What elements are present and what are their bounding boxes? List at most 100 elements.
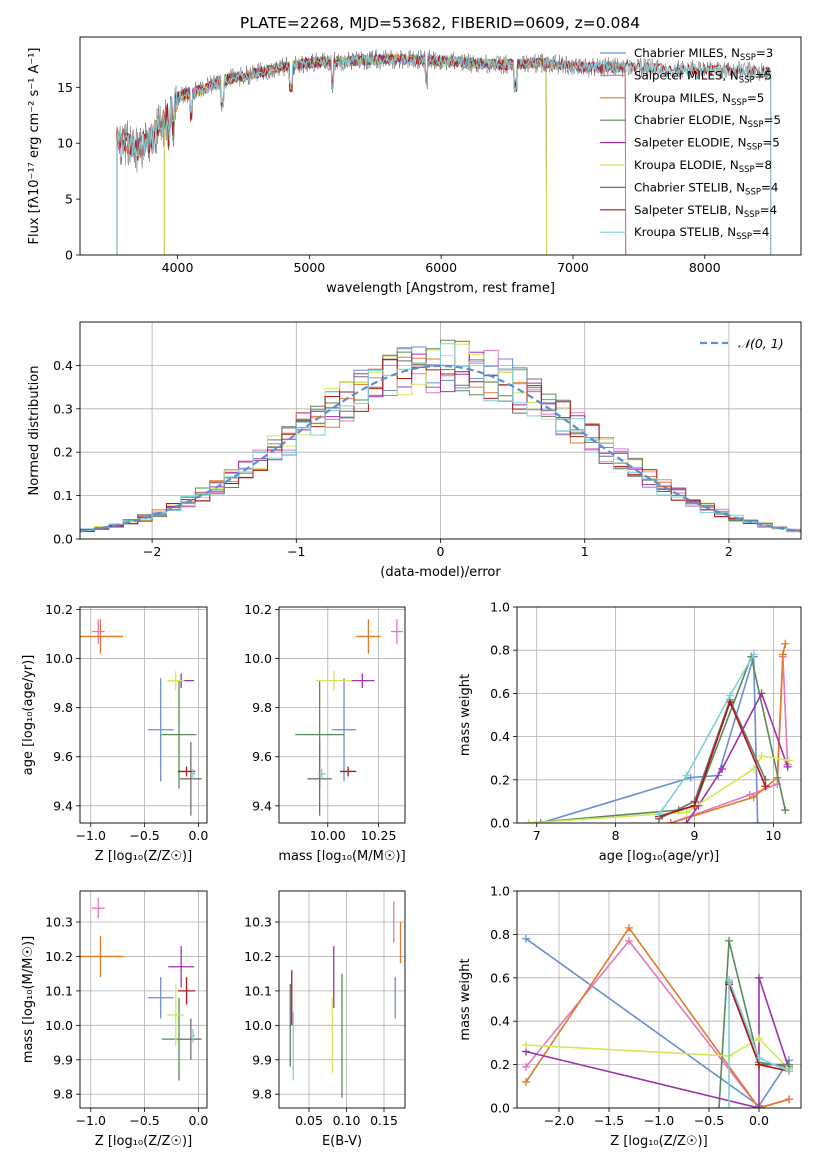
y-tick-label: 15 xyxy=(57,80,73,95)
legend-entry: Salpeter ELODIE, NSSP=5 xyxy=(634,136,780,153)
data-point xyxy=(180,742,202,816)
x-axis-label: Z [log₁₀(Z/Z☉)] xyxy=(95,1134,192,1149)
plot-area xyxy=(289,901,402,1098)
data-point xyxy=(80,619,124,654)
y-tick-label: 10 xyxy=(57,136,73,151)
data-point xyxy=(91,897,105,919)
weight-marker xyxy=(725,975,733,984)
data-point xyxy=(147,977,174,1019)
histogram-series xyxy=(80,343,801,532)
weight-marker xyxy=(749,765,758,773)
y-tick-label: 0.6 xyxy=(490,686,510,701)
gridlines xyxy=(80,891,207,1108)
data-point xyxy=(180,1018,202,1060)
x-tick-label: 8000 xyxy=(689,260,721,275)
axes-frame xyxy=(516,890,802,1109)
y-tick-label: 0.2 xyxy=(490,1057,510,1072)
x-tick-label: 0 xyxy=(437,544,445,559)
data-point xyxy=(339,766,357,777)
weight-marker xyxy=(785,1067,793,1076)
weight-series-line xyxy=(525,926,790,1108)
gridlines xyxy=(279,891,405,1108)
age-vs-mass-panel: 10.00 10.25 9.4 9.6 9.8 10.0 10.2 mass [log₁₀(M… xyxy=(244,602,406,864)
x-axis-label: age [log₁₀(age/yr)] xyxy=(599,849,720,864)
x-axis-label: mass [log₁₀(M/M☉)] xyxy=(278,849,405,864)
weight-series-line xyxy=(728,979,790,1108)
x-tick-label: −2.0 xyxy=(544,1113,574,1128)
y-tick-label: 1.0 xyxy=(490,884,510,899)
spectrum-line xyxy=(116,52,627,255)
data-point xyxy=(80,935,124,978)
weight-marker xyxy=(761,782,770,791)
legend-entry: Salpeter MILES, NSSP=5 xyxy=(634,68,772,85)
weight-marker xyxy=(625,923,633,932)
data-point xyxy=(307,742,332,816)
spectrum-line xyxy=(116,53,627,255)
mass-vs-EBV-panel: 0.05 0.10 0.15 9.8 9.9 10.0 10.1 10.2 10.3 E(B-V) xyxy=(244,890,406,1149)
weight-marker xyxy=(726,691,734,700)
weight-marker xyxy=(666,819,675,823)
weight-marker xyxy=(755,1034,763,1043)
y-tick-label: 10.0 xyxy=(244,1018,272,1033)
normal-curve xyxy=(80,364,801,533)
x-tick-label: 10 xyxy=(765,828,781,843)
spectrum-line xyxy=(116,49,771,255)
weight-marker xyxy=(522,1062,530,1071)
weight-marker xyxy=(715,1104,723,1108)
axes-frame xyxy=(79,321,802,540)
residuals-panel: −2 −1 0 1 2 0.0 0.1 0.2 0.3 0.4 (data-model)/error… xyxy=(27,321,802,580)
legend-entry: Kroupa ELODIE, NSSP=8 xyxy=(634,158,772,175)
plot-area xyxy=(522,923,793,1108)
spectrum-panel: 4000 5000 6000 7000 8000 0 5 10 15 wavelength [An… xyxy=(27,36,802,296)
weight-marker xyxy=(725,1104,733,1108)
histogram-series xyxy=(80,358,801,532)
weight-series-line xyxy=(658,699,767,818)
weight-marker xyxy=(755,1104,763,1108)
x-tick-label: 7000 xyxy=(557,260,589,275)
y-axis-label: Normed distribution xyxy=(27,366,42,496)
y-tick-label: 9.8 xyxy=(252,1087,272,1102)
y-tick-label: 0.8 xyxy=(490,643,510,658)
y-tick-label: 0.4 xyxy=(490,1014,510,1029)
legend: 𝒩(0, 1) xyxy=(700,336,784,351)
weight-marker xyxy=(757,752,766,761)
x-tick-label: −1.0 xyxy=(644,1113,674,1128)
y-tick-label: 10.2 xyxy=(244,602,272,617)
spectrum-line xyxy=(163,53,548,255)
x-axis-label: wavelength [Angstrom, rest frame] xyxy=(326,281,555,296)
gridlines xyxy=(279,607,405,823)
weight-marker xyxy=(755,1054,763,1063)
data-point xyxy=(390,619,403,644)
axes-frame xyxy=(79,606,208,824)
data-point xyxy=(331,678,357,782)
y-tick-label: 10.1 xyxy=(45,983,73,998)
plot-area xyxy=(295,619,403,816)
y-tick-label: 0 xyxy=(65,248,73,263)
axes-frame xyxy=(79,36,802,256)
y-tick-label: 9.8 xyxy=(53,1087,73,1102)
x-tick-label: 8 xyxy=(612,828,620,843)
y-tick-label: 0.2 xyxy=(53,445,73,460)
y-axis-label: age [log₁₀(age/yr)] xyxy=(21,655,36,776)
spectrum-line xyxy=(163,53,548,255)
y-tick-label: 10.2 xyxy=(244,949,272,964)
y-tick-label: 1.0 xyxy=(490,600,510,615)
legend: Chabrier MILES, NSSP=3 Salpeter MILES, NS… xyxy=(600,46,781,242)
weight-marker xyxy=(718,765,727,773)
x-tick-label: 0.0 xyxy=(188,828,208,843)
gridlines xyxy=(80,607,207,823)
weight-marker xyxy=(536,819,545,823)
weight-marker xyxy=(682,771,691,780)
y-tick-label: 9.6 xyxy=(252,749,272,764)
axes-frame xyxy=(516,606,802,824)
plot-area xyxy=(116,49,772,255)
y-tick-label: 9.9 xyxy=(252,1052,272,1067)
data-point xyxy=(168,946,195,988)
x-tick-label: 10.25 xyxy=(361,828,397,843)
spectrum-line xyxy=(163,52,548,255)
y-tick-label: 0.4 xyxy=(53,358,73,373)
x-tick-label: 0.0 xyxy=(188,1113,208,1128)
spectrum-line xyxy=(116,53,772,255)
weight-marker xyxy=(690,801,699,810)
legend-entry: Salpeter STELIB, NSSP=4 xyxy=(634,203,777,220)
